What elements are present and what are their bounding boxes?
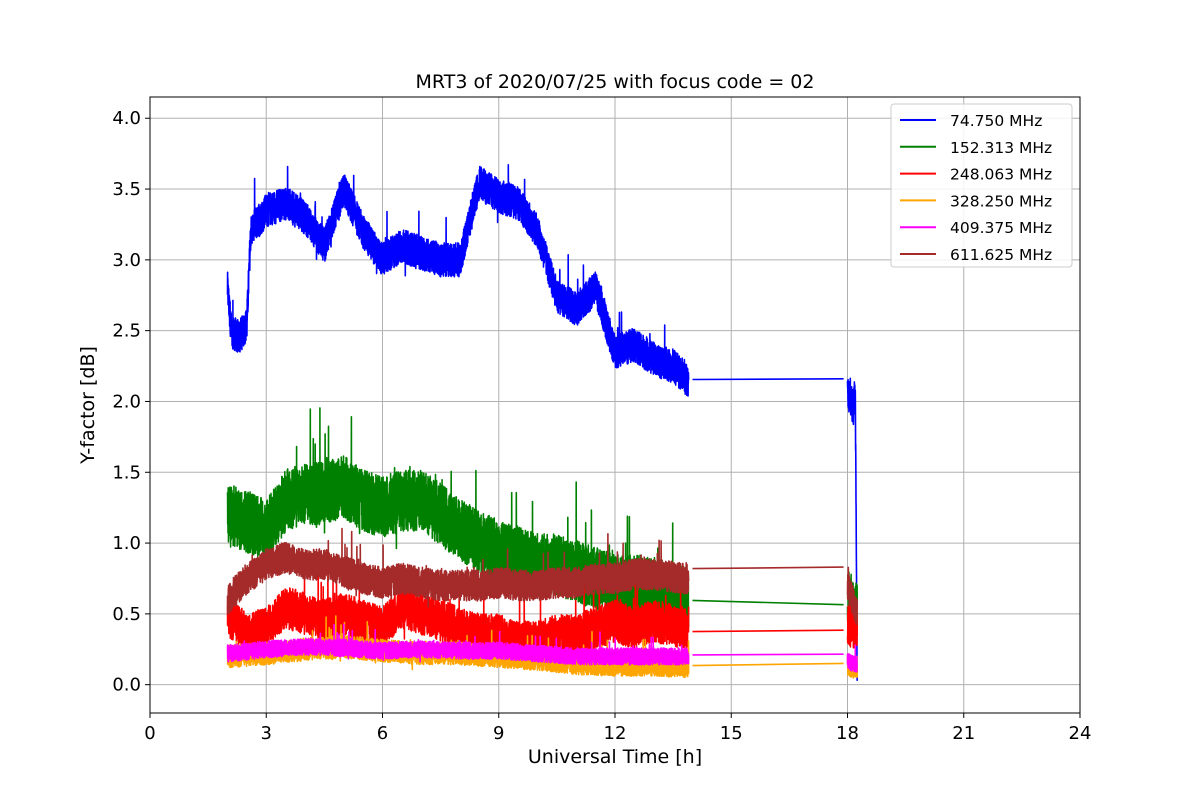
y-tick-label: 0.0 [112, 675, 141, 696]
series-line [226, 623, 690, 666]
chart-title: MRT3 of 2020/07/25 with focus code = 02 [416, 71, 815, 93]
series-line [692, 653, 844, 656]
plot-area [226, 164, 858, 681]
series-line [692, 566, 844, 570]
x-tick-label: 6 [377, 723, 388, 744]
x-tick-label: 3 [261, 723, 272, 744]
series-line [226, 407, 690, 631]
y-tick-label: 1.0 [112, 533, 141, 554]
series-line [846, 377, 858, 681]
series-line [692, 662, 844, 667]
series-0 [226, 164, 858, 681]
x-tick-label: 15 [720, 723, 743, 744]
y-tick-label: 1.5 [112, 462, 141, 483]
legend-label: 152.313 MHz [950, 139, 1052, 157]
series-line [226, 164, 690, 397]
series-line [692, 378, 844, 381]
y-tick-label: 3.0 [112, 250, 141, 271]
series-5 [226, 527, 858, 626]
y-tick-label: 0.5 [112, 604, 141, 625]
series-line [692, 599, 844, 606]
x-tick-label: 12 [604, 723, 627, 744]
x-tick-label: 24 [1069, 723, 1092, 744]
x-axis: 0 3 6 9 12 15 18 21 24 [144, 713, 1091, 744]
legend: 74.750 MHz 152.313 MHz 248.063 MHz 328.250 … [890, 103, 1073, 268]
series-4 [226, 623, 858, 673]
y-tick-label: 2.5 [112, 321, 141, 342]
legend-label: 74.750 MHz [950, 112, 1042, 130]
series-line [226, 560, 690, 664]
x-tick-label: 18 [836, 723, 859, 744]
y-tick-label: 2.0 [112, 391, 141, 412]
y-tick-label: 4.0 [112, 108, 141, 129]
legend-label: 409.375 MHz [950, 219, 1052, 237]
x-tick-label: 0 [144, 723, 155, 744]
series-line [846, 644, 858, 673]
x-tick-label: 9 [493, 723, 504, 744]
legend-label: 611.625 MHz [950, 246, 1052, 264]
series-line [692, 629, 844, 633]
series-line [846, 566, 858, 626]
y-axis: 0.0 0.5 1.0 1.5 2.0 2.5 3.0 3.5 4.0 [112, 108, 150, 696]
series-line [226, 527, 690, 615]
y-tick-label: 3.5 [112, 179, 141, 200]
legend-label: 248.063 MHz [950, 166, 1052, 184]
x-tick-label: 21 [952, 723, 975, 744]
y-axis-label: Y-factor [dB] [77, 346, 99, 465]
legend-label: 328.250 MHz [950, 192, 1052, 210]
legend-box [890, 103, 1073, 268]
x-axis-label: Universal Time [h] [528, 746, 702, 768]
